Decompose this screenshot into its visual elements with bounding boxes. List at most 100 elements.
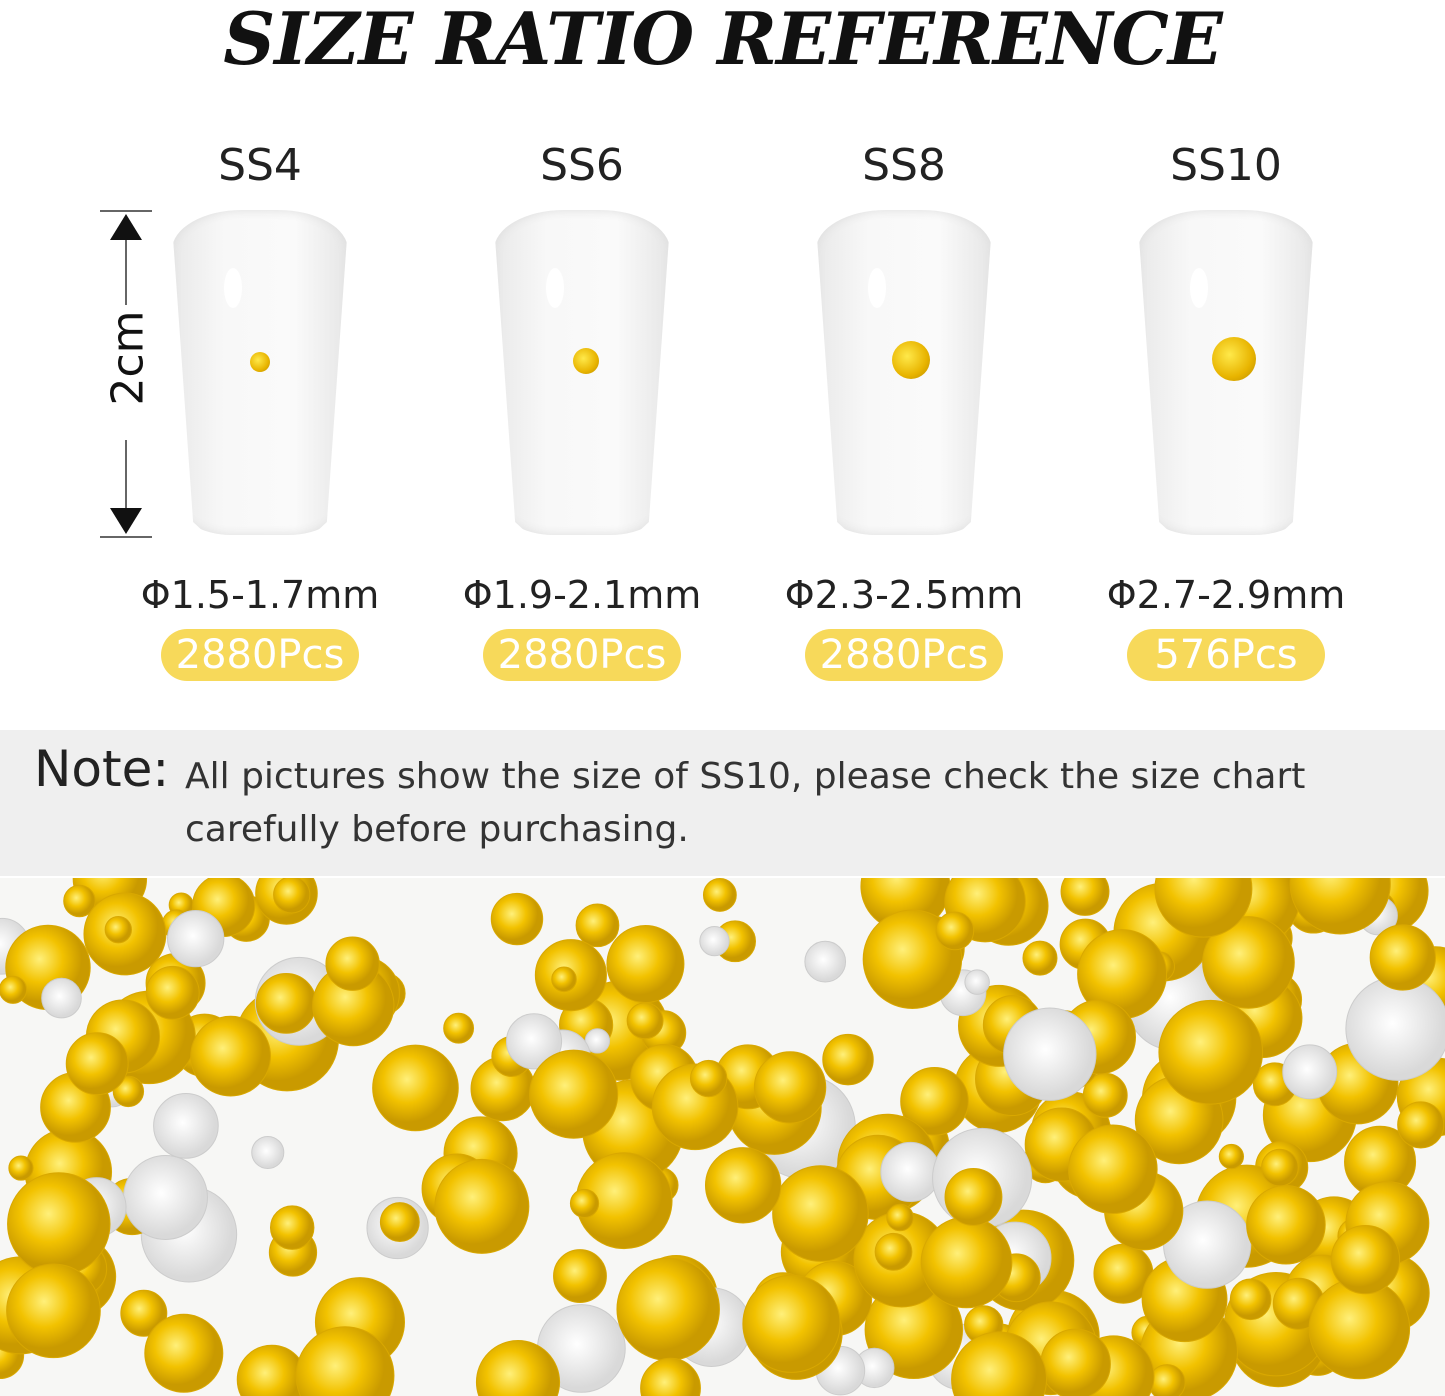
rhinestone-back <box>122 1155 208 1240</box>
rhinestone <box>372 1044 459 1132</box>
rhinestone <box>120 1289 168 1337</box>
rhinestone <box>886 1203 914 1232</box>
rhinestone <box>1158 999 1264 1105</box>
rhinestone-back <box>1003 1007 1097 1101</box>
rhinestone <box>704 1147 782 1224</box>
rhinestones-photo <box>0 878 1445 1396</box>
rhinestone <box>529 1049 619 1139</box>
rhinestone <box>443 1012 475 1044</box>
size-label: SS4 <box>218 140 302 191</box>
size-label: SS10 <box>1170 140 1282 191</box>
rhinestone <box>951 1331 1047 1396</box>
rhinestone <box>1212 337 1256 381</box>
rhinestone <box>606 925 685 1004</box>
rhinestone-back <box>167 909 225 968</box>
rhinestone-back <box>804 940 847 983</box>
rhinestone <box>269 1205 315 1250</box>
size-column-ss6: SS6 Φ1.9-2.1mm 2880Pcs <box>422 140 742 681</box>
rhinestone <box>1246 1184 1326 1265</box>
rhinestone <box>190 1015 271 1097</box>
rhinestone <box>1040 1328 1111 1396</box>
rhinestone <box>1060 878 1110 916</box>
size-column-ss8: SS8 Φ2.3-2.5mm 2880Pcs <box>744 140 1064 681</box>
rhinestone <box>1369 924 1436 991</box>
nail-tip <box>1138 210 1314 535</box>
rhinestone <box>822 1033 874 1086</box>
rhinestone <box>434 1158 530 1254</box>
rhinestone <box>1148 1364 1186 1396</box>
rhinestone <box>65 1032 129 1096</box>
rhinestone <box>892 341 930 379</box>
rhinestone <box>1289 878 1391 935</box>
rhinestone <box>104 915 133 944</box>
rhinestone <box>1068 1124 1158 1215</box>
rhinestone <box>63 884 96 918</box>
rhinestone <box>575 903 620 948</box>
rhinestone <box>1229 1278 1272 1321</box>
nail-tip <box>172 210 348 535</box>
rhinestone-back <box>41 977 82 1019</box>
rhinestone <box>144 1313 224 1393</box>
rhinestone <box>145 965 200 1020</box>
rhinestone <box>475 1340 561 1396</box>
rhinestone <box>920 1216 1013 1309</box>
rhinestone <box>569 1188 600 1219</box>
rhinestone <box>273 878 311 914</box>
diameter: Φ1.9-2.1mm <box>462 573 702 617</box>
rhinestone <box>772 1165 869 1262</box>
note-band: Note: All pictures show the size of SS10… <box>0 730 1445 876</box>
diameter: Φ2.3-2.5mm <box>784 573 1024 617</box>
rhinestone <box>1397 1101 1445 1149</box>
rhinestone <box>255 972 317 1034</box>
rhinestone <box>900 1067 969 1136</box>
diameter: Φ2.7-2.9mm <box>1106 573 1346 617</box>
page-title: SIZE RATIO REFERENCE <box>223 0 1222 81</box>
rhinestone <box>7 1172 111 1276</box>
note-label: Note: <box>34 740 170 798</box>
rhinestone-back <box>505 1013 563 1070</box>
rhinestone-back <box>1282 1044 1338 1100</box>
rhinestone <box>626 1002 664 1040</box>
rhinestone <box>250 352 270 372</box>
rhinestone <box>1261 1148 1299 1187</box>
rhinestone <box>1022 940 1058 976</box>
rhinestone <box>753 1051 827 1124</box>
rhinestone <box>553 1249 607 1303</box>
size-label: SS8 <box>862 140 946 191</box>
size-column-ss4: SS4 Φ1.5-1.7mm 2880Pcs <box>100 140 420 681</box>
rhinestone <box>1218 1143 1245 1170</box>
rhinestone-back <box>251 1135 285 1170</box>
rhinestone <box>640 1357 701 1396</box>
count-badge: 2880Pcs <box>161 629 359 681</box>
rhinestone <box>944 1167 1003 1226</box>
rhinestone <box>325 936 380 991</box>
rhinestone <box>295 1326 395 1396</box>
rhinestone <box>8 1155 34 1181</box>
rhinestone-back <box>699 925 730 957</box>
rhinestone <box>573 348 599 374</box>
rhinestone <box>935 911 975 951</box>
size-column-ss10: SS10 Φ2.7-2.9mm 576Pcs <box>1066 140 1386 681</box>
rhinestone <box>490 892 544 946</box>
rhinestone-back <box>964 969 990 995</box>
nail-tip <box>494 210 670 535</box>
diameter: Φ1.5-1.7mm <box>140 573 380 617</box>
scale-arrow <box>100 210 152 538</box>
rhinestone <box>379 1202 420 1243</box>
rhinestone <box>689 1059 728 1098</box>
rhinestone <box>702 878 737 912</box>
count-badge: 576Pcs <box>1127 629 1325 681</box>
rhinestone <box>0 975 28 1004</box>
rhinestone <box>551 966 577 993</box>
rhinestone-back <box>153 1093 219 1159</box>
nail-tip <box>816 210 992 535</box>
rhinestone <box>742 1274 841 1373</box>
rhinestone <box>1202 916 1295 1009</box>
size-label: SS6 <box>540 140 624 191</box>
rhinestone <box>1330 1224 1401 1295</box>
rhinestone-back <box>1345 976 1445 1081</box>
count-badge: 2880Pcs <box>483 629 681 681</box>
rhinestone <box>6 1263 101 1359</box>
note-text: All pictures show the size of SS10, plea… <box>185 756 1306 850</box>
rhinestone <box>616 1257 720 1361</box>
